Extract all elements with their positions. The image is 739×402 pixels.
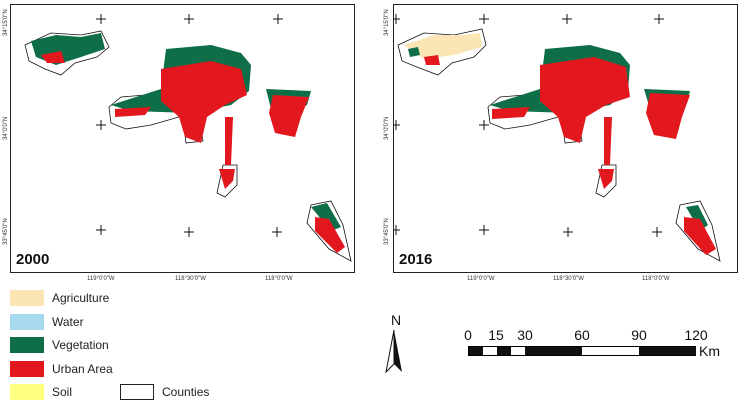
north-arrow-label: N (391, 312, 402, 328)
urban-areas (424, 55, 716, 255)
urban-areas (41, 51, 345, 253)
graticule-marks (394, 14, 664, 237)
map-panel-2000: 2000 (10, 4, 355, 273)
lon-label: 119°0'0"W (87, 276, 115, 282)
legend-label: Urban Area (52, 362, 113, 376)
scale-bar (468, 346, 696, 356)
map-canvas-2016 (394, 14, 721, 262)
lon-label: 118°0'0"W (265, 276, 293, 282)
map-year-label: 2016 (399, 251, 433, 268)
lon-label: 118°0'0"W (642, 276, 670, 282)
scale-segment (582, 347, 639, 355)
graticule-marks (96, 14, 283, 237)
lat-label: 34°15'0"N (384, 9, 390, 36)
legend-swatch (10, 361, 44, 377)
legend-swatch (10, 384, 44, 400)
lat-label: 33°45'0"N (3, 218, 9, 245)
legend-swatch (10, 337, 44, 353)
lon-label: 118°30'0"W (175, 276, 206, 282)
scale-segment (639, 347, 696, 355)
legend-label: Counties (162, 385, 210, 399)
lat-label: 34°0'0"N (384, 116, 390, 140)
scale-tick-label: 0 (464, 327, 472, 343)
scale-unit-label: Km (699, 343, 720, 359)
scale-segment (511, 347, 525, 355)
legend-label: Agriculture (52, 291, 110, 305)
lon-label: 118°30'0"W (553, 276, 584, 282)
scale-segment (469, 347, 483, 355)
lat-label: 34°0'0"N (3, 116, 9, 140)
scale-tick-label: 120 (684, 327, 708, 343)
lon-label: 119°0'0"W (467, 276, 495, 282)
agriculture-areas (404, 33, 482, 59)
map-year-label: 2000 (16, 251, 50, 268)
lat-label: 33°45'0"N (384, 218, 390, 245)
scale-tick-label: 15 (488, 327, 504, 343)
scale-tick-label: 60 (574, 327, 590, 343)
lat-label: 34°15'0"N (3, 9, 9, 36)
legend-label: Water (52, 315, 84, 329)
north-arrow-icon (385, 329, 402, 374)
legend-swatch (10, 290, 44, 306)
map-canvas-2000 (24, 14, 352, 262)
legend-swatch (120, 384, 154, 400)
scale-tick-label: 90 (631, 327, 647, 343)
scale-segment (497, 347, 511, 355)
legend-label: Soil (52, 385, 73, 399)
legend-swatch (10, 314, 44, 330)
map-panel-2016: 2016 (393, 4, 738, 273)
scale-tick-label: 30 (517, 327, 533, 343)
scale-segment (525, 347, 582, 355)
scale-segment (483, 347, 497, 355)
legend-label: Vegetation (52, 338, 109, 352)
